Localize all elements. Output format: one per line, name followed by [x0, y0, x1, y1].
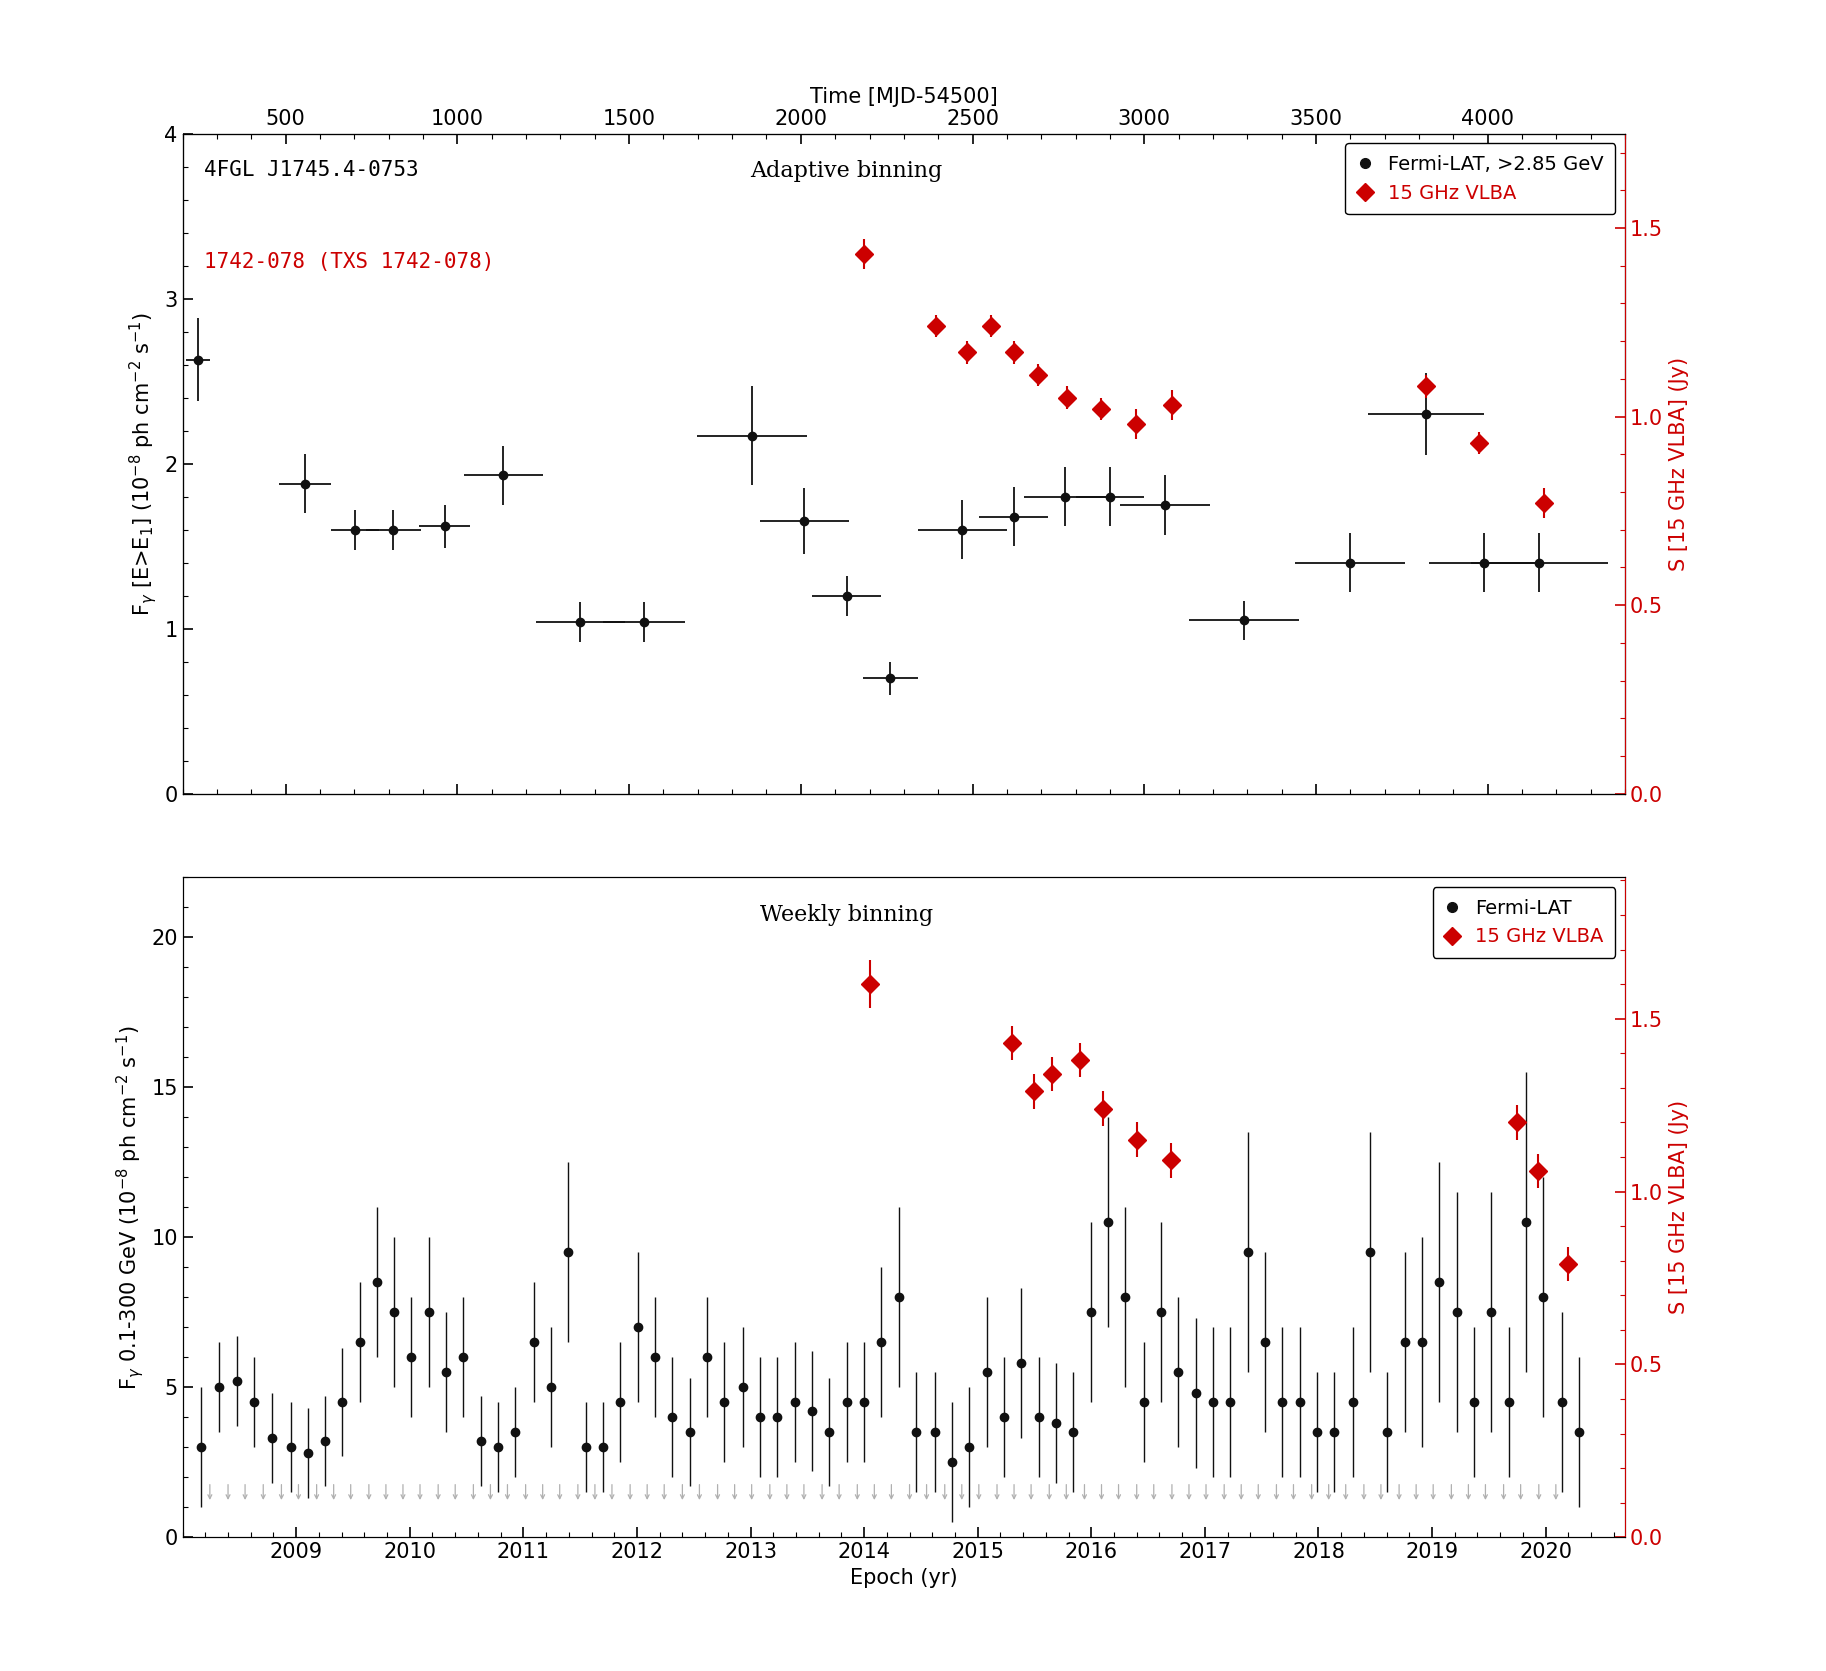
Y-axis label: S [15 GHz VLBA] (Jy): S [15 GHz VLBA] (Jy) [1669, 356, 1689, 571]
Y-axis label: S [15 GHz VLBA] (Jy): S [15 GHz VLBA] (Jy) [1669, 1100, 1689, 1315]
Text: Adaptive binning: Adaptive binning [750, 160, 942, 182]
Y-axis label: F$_\gamma$ [E>E$_1$] (10$^{-8}$ ph cm$^{-2}$ s$^{-1}$): F$_\gamma$ [E>E$_1$] (10$^{-8}$ ph cm$^{… [128, 311, 159, 617]
Text: 1742-078 (TXS 1742-078): 1742-078 (TXS 1742-078) [205, 252, 495, 272]
Y-axis label: F$_\gamma$ 0.1-300 GeV (10$^{-8}$ ph cm$^{-2}$ s$^{-1}$): F$_\gamma$ 0.1-300 GeV (10$^{-8}$ ph cm$… [113, 1024, 146, 1390]
X-axis label: Time [MJD-54500]: Time [MJD-54500] [811, 87, 997, 107]
Legend: Fermi-LAT, >2.85 GeV, 15 GHz VLBA: Fermi-LAT, >2.85 GeV, 15 GHz VLBA [1346, 144, 1616, 214]
Text: Weekly binning: Weekly binning [760, 904, 933, 926]
Text: 4FGL J1745.4-0753: 4FGL J1745.4-0753 [205, 160, 418, 180]
X-axis label: Epoch (yr): Epoch (yr) [851, 1567, 957, 1587]
Legend: Fermi-LAT, 15 GHz VLBA: Fermi-LAT, 15 GHz VLBA [1433, 887, 1616, 957]
